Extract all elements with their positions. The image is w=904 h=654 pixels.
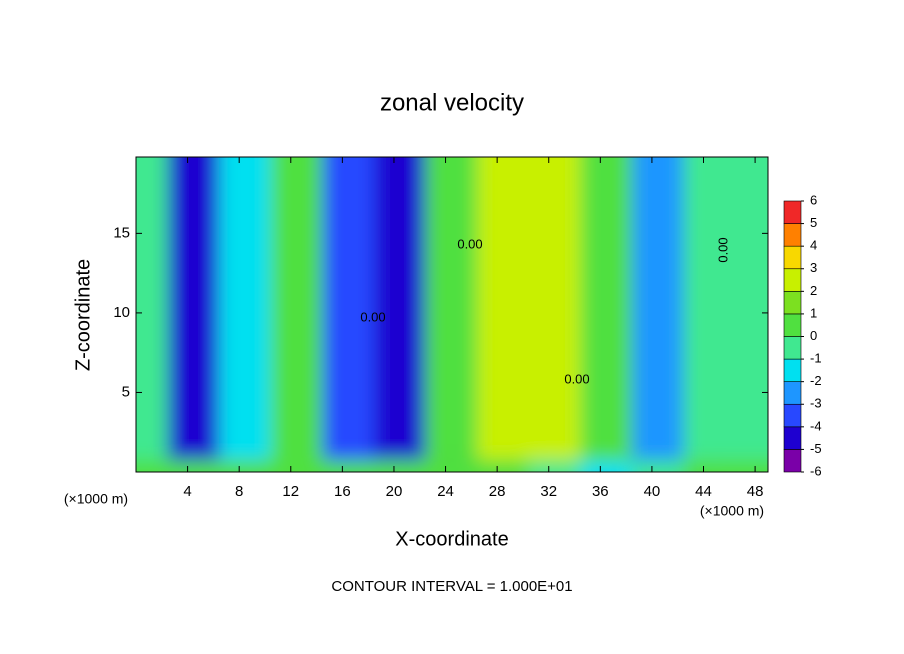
colorbar-tick-label: -1 [810,351,822,366]
colorbar-tick-label: -2 [810,373,822,388]
field-cell [683,157,768,461]
y-tick-label: 10 [113,304,130,321]
contour-label: 0.00 [564,371,589,386]
colorbar-tick-label: 1 [810,305,817,320]
x-tick-label: 8 [235,483,243,500]
colorbar-tick-label: 3 [810,260,817,275]
colorbar-tick-label: 2 [810,283,817,298]
footer-note: CONTOUR INTERVAL = 1.000E+01 [331,578,572,595]
y-tick-label: 15 [113,224,130,241]
contour-label: 0.00 [360,309,385,324]
colorbar-band [783,291,802,315]
field [136,157,768,472]
colorbar-band [783,268,802,292]
x-tick-label: 40 [644,483,661,500]
colorbar-tick-label: 4 [810,238,817,253]
colorbar-band [783,449,802,473]
colorbar-band [783,200,802,224]
colorbar-band [783,358,802,382]
colorbar-tick-label: -6 [810,463,822,478]
x-unit-label: (×1000 m) [700,503,764,519]
contour-label: 0.00 [715,237,730,262]
chart-title: zonal velocity [380,89,524,116]
x-axis-label: X-coordinate [395,528,508,550]
colorbar-tick-label: -3 [810,396,822,411]
x-tick-label: 4 [183,483,191,500]
colorbar-tick-label: -4 [810,418,822,433]
x-tick-label: 20 [386,483,403,500]
field-clip [136,157,768,472]
x-tick-label: 24 [437,483,454,500]
x-tick-label: 32 [540,483,557,500]
colorbar-tick-label: 0 [810,328,817,343]
x-tick-label: 28 [489,483,506,500]
y-axis-label: Z-coordinate [72,259,94,371]
colorbar-tick-label: -5 [810,441,822,456]
x-tick-label: 36 [592,483,609,500]
colorbar-band [783,381,802,405]
plot-frame [135,156,769,473]
colorbar-band [783,403,802,428]
colorbar-band [783,245,802,270]
colorbar-band [783,223,802,247]
colorbar-band [783,336,802,360]
colorbar-band [783,426,802,450]
x-tick-label: 44 [695,483,712,500]
x-tick-label: 12 [282,483,299,500]
contour-label: 0.00 [457,236,482,251]
colorbar-band [783,313,802,337]
colorbar-tick-label: 6 [810,192,817,207]
overlay: 4 8 12 16 20 24 28 32 36 40 44 48510150.000.000.000… [113,156,822,500]
x-tick-label: 16 [334,483,351,500]
x-tick-label: 48 [747,483,764,500]
y-tick-label: 5 [122,383,130,400]
y-unit-label: (×1000 m) [64,491,128,507]
colorbar-tick-label: 5 [810,215,817,230]
